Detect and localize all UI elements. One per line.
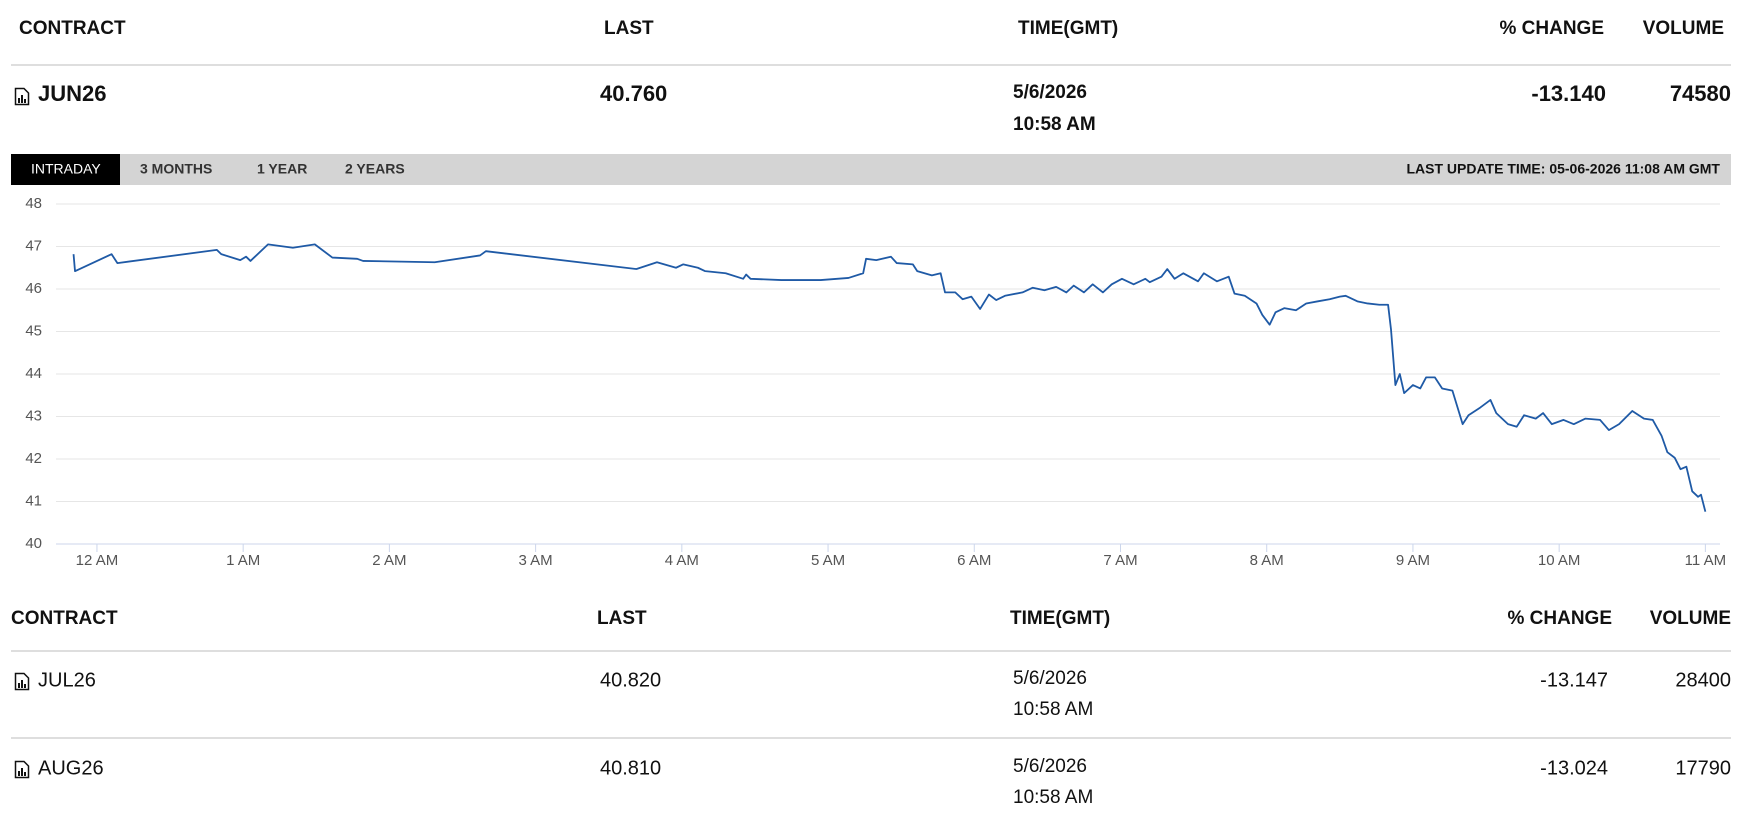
trade-time: 10:58 AM [1013,787,1093,808]
percent-change: -13.024 [1540,757,1608,779]
x-tick-label: 7 AM [1103,552,1137,569]
x-tick-label: 3 AM [519,552,553,569]
y-tick-label: 47 [25,237,42,254]
trade-date: 5/6/2026 [1013,756,1087,777]
contract-name[interactable]: JUL26 [38,669,96,691]
active-tab-bg [11,154,120,185]
trade-date: 5/6/2026 [1013,82,1087,103]
column-header: % CHANGE [1507,608,1612,629]
contract-name[interactable]: JUN26 [38,81,106,106]
icon-bar [21,680,23,688]
tab-bar [11,154,1731,185]
icon-outline [14,760,30,779]
intraday-chart: 40 41 42 43 44 45 46 47 48 12 AM 1 AM 2 AM 3 AM 4 AM 5… [25,195,1726,569]
column-header: TIME(GMT) [1010,608,1110,629]
icon-bar [24,772,26,776]
contract-rows: JUL26 40.820 5/6/2026 10:58 AM -13.147 28400 A… [11,668,1731,808]
icon-bar [18,683,20,688]
last-price: 40.810 [600,757,661,779]
trade-time: 10:58 AM [1013,699,1093,720]
tab[interactable]: 2 YEARS [345,161,405,177]
x-tick-label: 5 AM [811,552,845,569]
column-header: % CHANGE [1499,18,1604,39]
last-price: 40.820 [600,669,661,691]
icon-bar [24,684,26,688]
x-tick-label: 12 AM [76,552,119,569]
last-update: LAST UPDATE TIME: 05-06-2026 11:08 AM GM… [1406,161,1720,177]
tab[interactable]: 3 MONTHS [140,161,212,177]
column-header: VOLUME [1643,18,1724,39]
volume: 74580 [1670,81,1731,106]
x-tick-label: 4 AM [665,552,699,569]
icon-bar [21,768,23,776]
price-line [72,243,1707,512]
x-tick-label: 6 AM [957,552,991,569]
y-tick-label: 46 [25,280,42,297]
x-tick-label: 10 AM [1538,552,1581,569]
tab[interactable]: INTRADAY [31,161,101,177]
tab[interactable]: 1 YEAR [257,161,307,177]
y-tick-label: 45 [25,322,42,339]
chart-icon[interactable] [14,87,30,106]
trade-time: 10:58 AM [1013,114,1096,135]
column-header: VOLUME [1650,608,1731,629]
volume: 17790 [1675,757,1731,779]
contract-name[interactable]: AUG26 [38,757,104,779]
x-tick-label: 11 AM [1685,552,1726,569]
column-header: LAST [604,18,654,39]
x-tick-label: 9 AM [1396,552,1430,569]
column-header: LAST [597,608,647,629]
x-tick-label: 8 AM [1250,552,1284,569]
y-tick-label: 40 [25,535,42,552]
y-tick-label: 43 [25,407,42,424]
percent-change: -13.147 [1540,669,1608,691]
chart-icon[interactable] [14,760,30,779]
x-tick-label: 1 AM [226,552,260,569]
icon-bar [18,771,20,776]
column-header: CONTRACT [19,18,126,39]
percent-change: -13.140 [1531,81,1606,106]
last-price: 40.760 [600,81,667,106]
volume: 28400 [1675,669,1731,691]
y-tick-label: 48 [25,195,42,212]
y-tick-label: 41 [25,492,42,509]
icon-outline [14,672,30,691]
x-tick-label: 2 AM [372,552,406,569]
y-tick-label: 42 [25,450,42,467]
column-header: TIME(GMT) [1018,18,1118,39]
column-header: CONTRACT [11,608,118,629]
trade-date: 5/6/2026 [1013,668,1087,689]
chart-icon[interactable] [14,672,30,691]
y-tick-label: 44 [25,365,42,382]
